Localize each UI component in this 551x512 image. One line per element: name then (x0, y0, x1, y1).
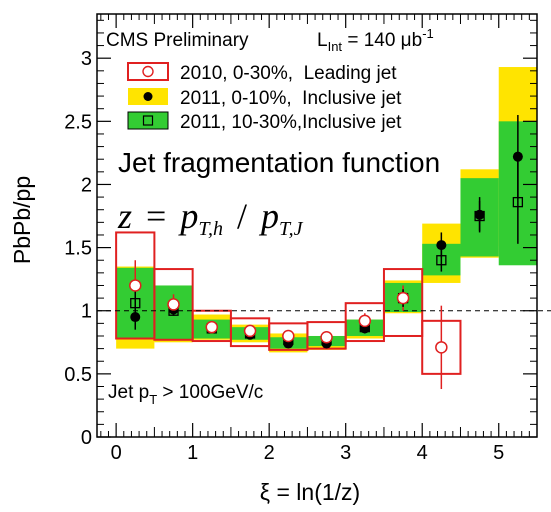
series-2010-marker-bin-4 (282, 329, 295, 343)
x-tick-label-0: 0 (111, 442, 122, 464)
series-2010-marker-bin-5 (320, 330, 333, 344)
x-tick-label-2: 2 (264, 442, 275, 464)
series-2010-marker-bin-8 (435, 341, 448, 354)
legend-marker-0-10 (143, 92, 153, 101)
y-tick-label-5: 2.5 (64, 111, 92, 133)
y-tick-label-3: 1.5 (64, 238, 92, 260)
sys-box-2010-bin-7 (382, 268, 424, 337)
legend-swatch-10-30 (127, 111, 169, 130)
legend: 2010, 0-30%, Leading jet 2011, 0-10%, Inc… (127, 62, 402, 133)
series-0-10-marker-bin-10 (512, 151, 523, 162)
y-axis-label: PbPb/pp (9, 176, 35, 264)
annotation-title: Jet fragmentation function (118, 147, 440, 178)
sys-box-2010-bin-1 (153, 268, 194, 341)
cut-label: Jet pT > 100GeV/c (108, 382, 263, 407)
y-tick-label-4: 2 (81, 174, 92, 196)
legend-marker-2010 (142, 65, 154, 78)
series-10-30-marker-bin-10 (512, 196, 524, 208)
plot-frame (96, 13, 538, 438)
y-tick-label-0: 0 (81, 427, 92, 449)
x-tick-label-4: 4 (417, 442, 428, 464)
series-2010-marker-bin-2 (205, 320, 219, 334)
series-2010-marker-bin-1 (167, 298, 180, 311)
series-2010-marker-bin-0 (129, 279, 142, 292)
data-markers (129, 151, 524, 354)
legend-marker-10-30 (142, 115, 154, 126)
x-tick-label-3: 3 (340, 442, 351, 464)
axes: 0 0.5 1 1.5 2 2.5 3 0 1 2 3 4 5 (64, 13, 538, 464)
experiment-label: CMS Preliminary (106, 30, 249, 51)
y-tick-label-1: 0.5 (64, 364, 92, 386)
series-0-10-marker-bin-9 (474, 209, 485, 220)
legend-label-0: 2010, 0-30%, Leading jet (180, 63, 397, 84)
y-tick-label-2: 1 (81, 301, 92, 323)
series-0-10-marker-bin-8 (436, 240, 447, 251)
x-tick-label-1: 1 (187, 442, 198, 464)
legend-label-2: 2011, 10-30%,Inclusive jet (180, 112, 402, 133)
x-tick-label-5: 5 (493, 442, 504, 464)
series-10-30-marker-bin-8 (436, 255, 447, 266)
series-0-10-marker-bin-0 (130, 312, 141, 323)
y-tick-label-6: 3 (81, 48, 92, 70)
x-axis-label: ξ = ln(1/z) (260, 479, 360, 505)
series-2010-marker-bin-3 (243, 324, 257, 338)
formula: z = pT,h / pT,J (117, 196, 304, 240)
legend-label-1: 2011, 0-10%, Inclusive jet (180, 88, 402, 109)
series-10-30-marker-bin-0 (130, 298, 141, 309)
series-2010-marker-bin-6 (358, 314, 372, 328)
luminosity-label: LInt = 140 μb-1 (317, 26, 434, 54)
series-2010-marker-bin-7 (396, 291, 410, 305)
